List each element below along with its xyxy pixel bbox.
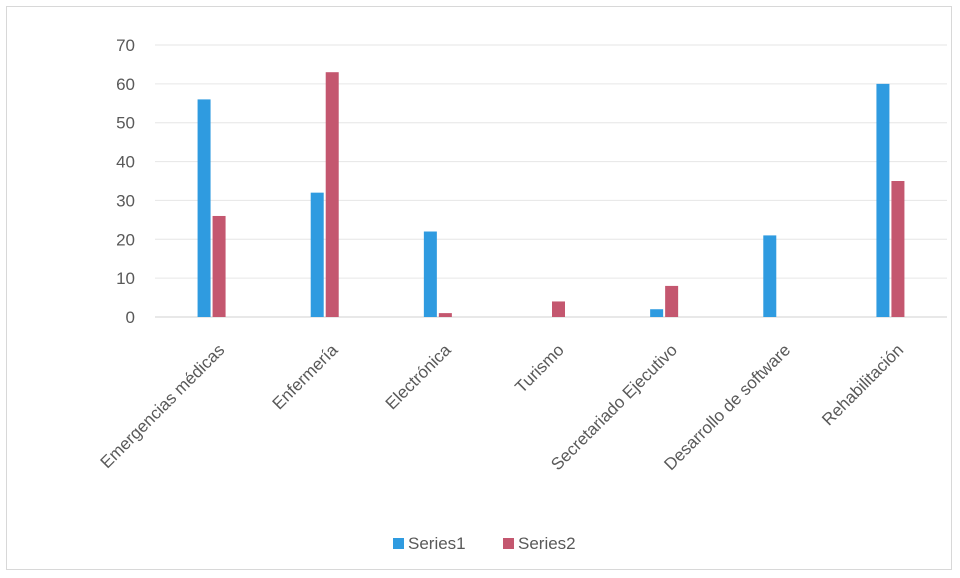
bar-series1-1	[310, 192, 324, 317]
x-tick-label: Desarrollo de software	[660, 340, 794, 474]
y-tick-label: 20	[116, 230, 135, 249]
chart-frame: 0 10 20 30 40 50 60 70 Emergencias médicas Enfer…	[6, 6, 952, 570]
y-tick-label: 40	[116, 153, 135, 172]
y-tick-label: 50	[116, 114, 135, 133]
bars	[197, 72, 905, 318]
legend-label-series1: Series1	[408, 534, 466, 553]
bar-series2-3	[552, 301, 565, 317]
bar-series1-4	[650, 309, 664, 317]
y-tick-label: 70	[116, 36, 135, 55]
legend-swatch-series1	[393, 538, 404, 549]
bar-series2-1	[325, 72, 339, 317]
y-tick-label: 30	[116, 191, 135, 210]
bar-chart: 0 10 20 30 40 50 60 70 Emergencias médicas Enfer…	[97, 36, 947, 553]
bar-series1-6	[876, 83, 890, 317]
y-axis: 0 10 20 30 40 50 60 70	[116, 36, 135, 327]
legend-swatch-series2	[503, 538, 514, 549]
bar-series2-4	[665, 285, 679, 317]
x-tick-label: Turismo	[511, 340, 567, 396]
y-tick-label: 10	[116, 269, 135, 288]
y-tick-label: 0	[126, 308, 135, 327]
bar-series2-6	[891, 181, 905, 317]
x-tick-label: Emergencias médicas	[97, 340, 229, 472]
x-tick-label: Secretariado Ejecutivo	[547, 340, 681, 474]
legend-label-series2: Series2	[518, 534, 576, 553]
x-tick-label: Electrónica	[382, 340, 455, 413]
gridlines	[155, 44, 947, 318]
bar-series2-0	[212, 215, 226, 317]
x-axis: Emergencias médicas Enfermería Electrónica…	[97, 340, 908, 474]
x-tick-label: Enfermería	[269, 340, 342, 413]
bar-series2-2	[438, 313, 452, 317]
x-tick-label: Rehabilitación	[818, 340, 907, 429]
y-tick-label: 60	[116, 75, 135, 94]
bar-series1-0	[197, 99, 211, 318]
legend: Series1 Series2	[393, 534, 576, 553]
bar-series1-2	[423, 231, 437, 317]
bar-series1-5	[763, 235, 777, 317]
